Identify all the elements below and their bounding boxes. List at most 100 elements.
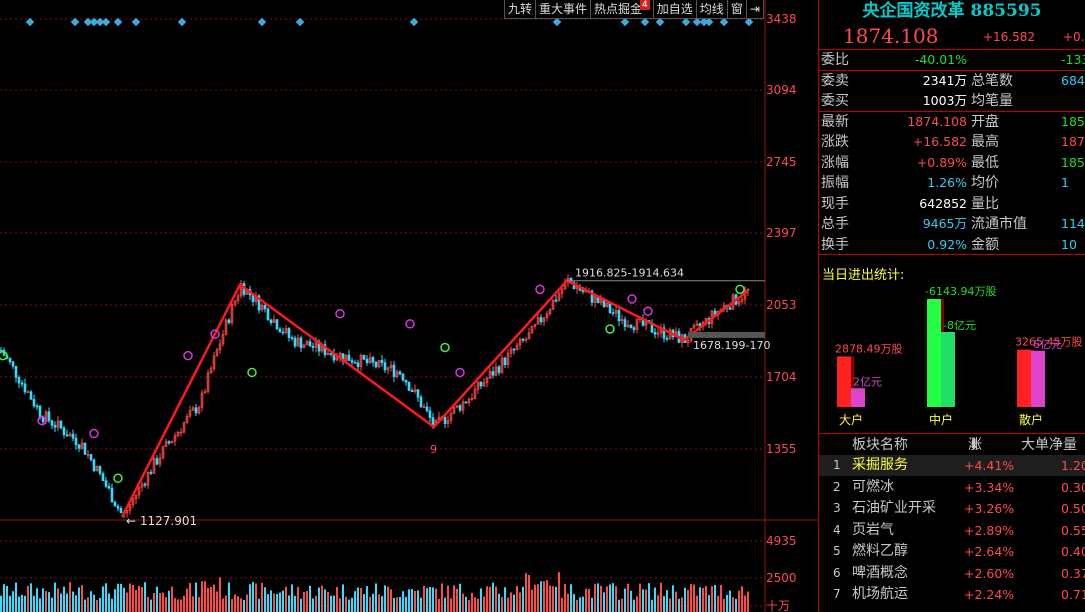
sector-net-header[interactable]: 大单净量	[1021, 437, 1077, 453]
sector-name-header[interactable]: 板块名称	[852, 437, 908, 453]
toolbar-jiuzhuan-button[interactable]: 九转	[504, 0, 537, 19]
flow-amount-label: 6亿元	[1033, 338, 1062, 351]
volume-bar	[333, 595, 335, 612]
price-axis-label: 1704	[766, 370, 797, 384]
toolbar-moving-average-button[interactable]: 均线	[695, 0, 728, 19]
volume-bar	[600, 585, 602, 612]
candle-body	[374, 361, 378, 368]
volume-bar	[504, 587, 506, 612]
kline-chart[interactable]: 3438 3094 2745 2397 2053 1704 1355 4935 2500 十万 ← …	[0, 0, 818, 612]
candle-body	[260, 304, 264, 311]
sector-pct-header[interactable]: 涨幅⬇	[968, 434, 982, 475]
exit-arrow-icon: ⇥	[749, 2, 760, 16]
event-marker-icon[interactable]	[25, 17, 35, 27]
candle-body	[404, 379, 408, 383]
volume-bar	[33, 595, 35, 612]
signal-marker	[643, 306, 653, 316]
volume-axis-label: 十万	[766, 599, 790, 612]
quote-value: 1.26%	[927, 175, 967, 190]
quote-value-2: -1337	[1061, 52, 1085, 67]
toolbar-add-watchlist-button[interactable]: 加自选	[652, 0, 697, 19]
volume-bar	[357, 587, 359, 612]
sector-row[interactable]: 7 机场航运 +2.24% 0.71	[819, 584, 1085, 605]
event-marker-icon[interactable]	[131, 17, 141, 27]
quote-label-2: 最高	[971, 134, 999, 150]
volume-bar	[57, 588, 59, 612]
sector-row[interactable]: 2 可燃冰 +3.34% 0.30	[819, 477, 1085, 498]
candle-body	[20, 382, 24, 385]
volume-bar	[435, 588, 437, 612]
sector-rank: 4	[833, 522, 841, 537]
volume-bar	[462, 593, 464, 612]
volume-bar	[495, 586, 497, 612]
event-marker-icon[interactable]	[70, 17, 80, 27]
candle-body	[281, 331, 285, 334]
volume-bar	[582, 596, 584, 612]
sector-net: 0.50	[1061, 501, 1085, 516]
candle-body	[386, 367, 390, 371]
candle-body	[233, 300, 237, 305]
candle-body	[221, 334, 225, 345]
toolbar-exit-button[interactable]: ⇥	[745, 0, 764, 19]
volume-bar	[210, 586, 212, 612]
sector-row[interactable]: 5 燃料乙醇 +2.64% 0.40	[819, 541, 1085, 562]
candle-body	[167, 441, 171, 444]
toolbar-major-events-button[interactable]: 重大事件	[535, 0, 592, 19]
sector-row[interactable]: 3 石油矿业开采 +3.26% 0.50	[819, 498, 1085, 519]
event-marker-icon[interactable]	[177, 17, 187, 27]
signal-marker	[405, 319, 415, 329]
price-axis-label: 2053	[766, 298, 797, 312]
candle-body	[740, 298, 744, 302]
volume-bar	[696, 595, 698, 612]
event-marker-icon[interactable]	[257, 17, 267, 27]
volume-bar	[612, 583, 614, 612]
volume-bar	[156, 586, 158, 612]
volume-bar	[294, 595, 296, 612]
volume-bar	[18, 596, 20, 612]
candle-body	[179, 431, 183, 434]
event-marker-icon[interactable]	[552, 17, 562, 27]
candle-body	[146, 471, 150, 486]
toolbar-hotspot-button[interactable]: 热点掘金4	[590, 0, 654, 19]
signal-marker	[37, 415, 47, 426]
sector-pct: +2.89%	[964, 522, 1015, 538]
sector-row[interactable]: 1 采掘服务 +4.41% 1.20	[819, 455, 1085, 476]
candle-body	[299, 337, 303, 349]
candle-body	[23, 383, 27, 393]
event-marker-icon[interactable]	[409, 17, 419, 27]
volume-bar	[564, 584, 566, 612]
volume-bar	[498, 593, 500, 612]
volume-bar	[348, 599, 350, 612]
volume-bar	[636, 596, 638, 612]
toolbar-window-button[interactable]: 窗	[726, 0, 747, 19]
volume-bar	[384, 585, 386, 612]
event-marker-icon[interactable]	[640, 17, 650, 27]
candle-body	[380, 359, 384, 363]
event-marker-icon[interactable]	[655, 17, 665, 27]
candle-body	[527, 332, 531, 340]
volume-bar	[63, 586, 65, 612]
volume-bar	[633, 599, 635, 612]
sector-row[interactable]: 6 啤酒概念 +2.60% 0.37	[819, 563, 1085, 584]
volume-bar	[360, 588, 362, 612]
event-marker-icon[interactable]	[295, 17, 305, 27]
signal-marker	[605, 324, 615, 334]
event-marker-icon[interactable]	[101, 17, 111, 27]
flow-shares-bar-side	[851, 356, 854, 407]
event-marker-icon[interactable]	[620, 17, 630, 27]
quote-label-2: 量比	[971, 195, 999, 212]
price-axis-label: 2397	[766, 226, 797, 240]
candle-body	[503, 357, 507, 366]
mid-range-annotation: 1678.199-170	[693, 339, 770, 352]
candle-body	[539, 317, 543, 323]
quote-label: 振幅	[821, 175, 849, 191]
candle-body	[377, 359, 381, 368]
candle-body	[482, 382, 486, 387]
volume-bar	[456, 588, 458, 612]
sector-row[interactable]: 4 页岩气 +2.89% 0.55	[819, 520, 1085, 541]
sector-pct: +3.34%	[964, 479, 1015, 495]
kline-canvas[interactable]: 3438 3094 2745 2397 2053 1704 1355 4935 2500 十万 ← …	[0, 0, 818, 612]
flow-shares-bar	[837, 356, 851, 407]
event-marker-icon[interactable]	[681, 17, 691, 27]
